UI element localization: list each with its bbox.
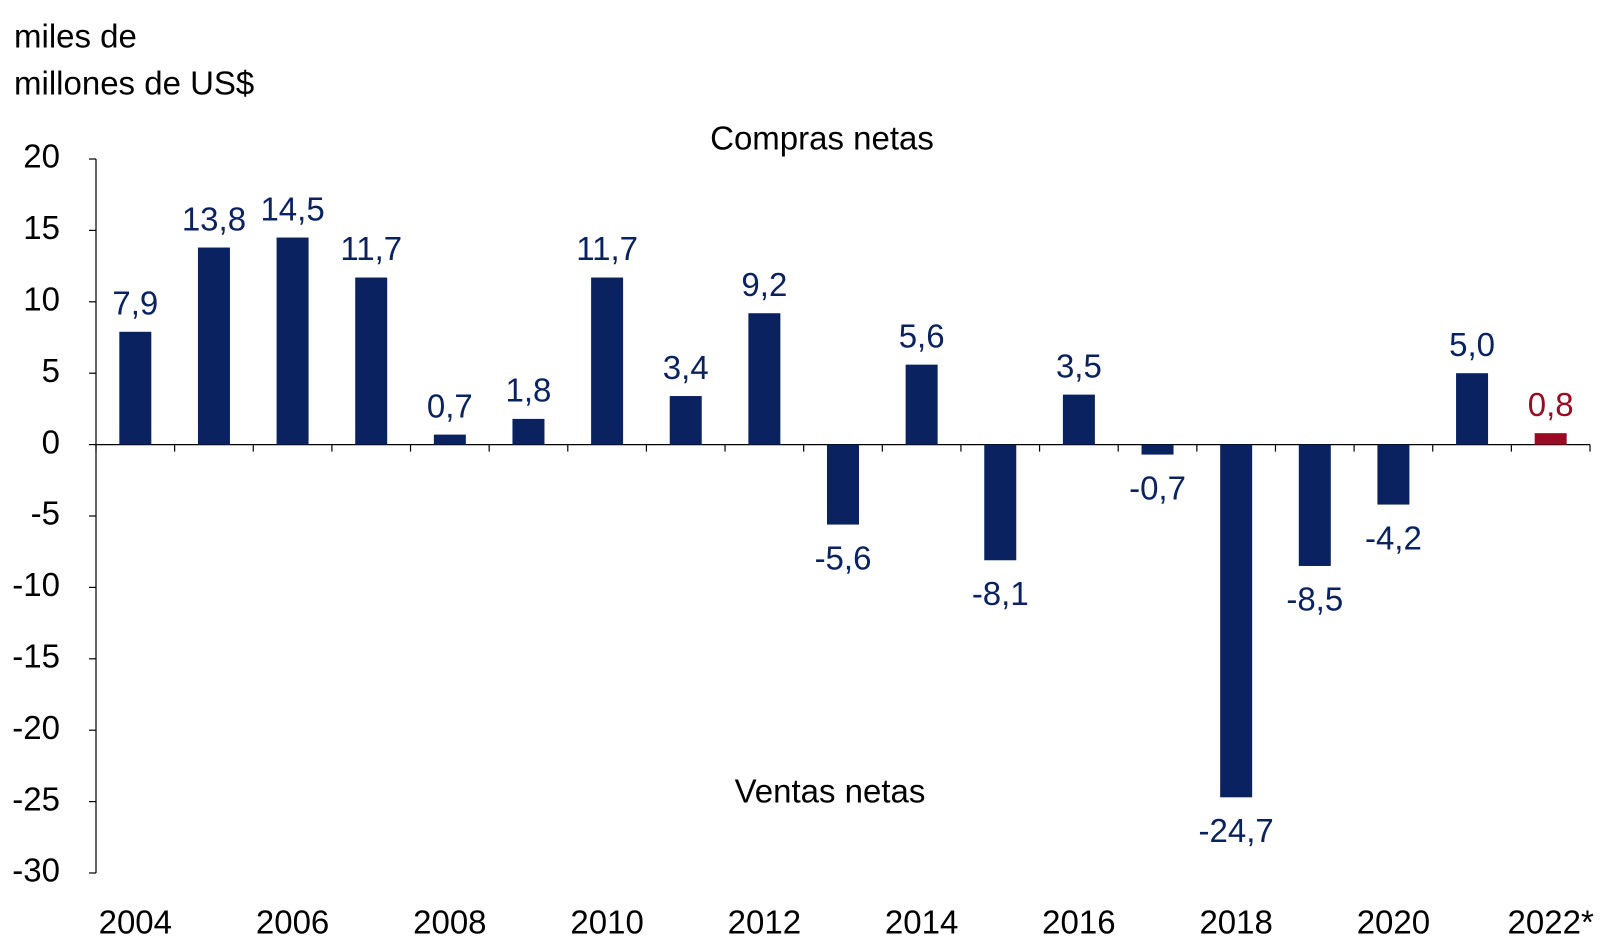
bar xyxy=(119,331,152,445)
y-axis-label: millones de US$ xyxy=(14,65,254,102)
x-tick-label: 2018 xyxy=(1199,904,1272,941)
x-tick-label: 2020 xyxy=(1357,904,1430,941)
bar xyxy=(1141,444,1174,455)
bar xyxy=(1534,433,1567,445)
y-tick-label: -30 xyxy=(12,852,60,889)
bar xyxy=(1298,444,1331,566)
bar xyxy=(433,434,466,445)
x-tick-label: 2014 xyxy=(885,904,958,941)
annotation: Compras netas xyxy=(710,120,934,157)
y-tick-label: 15 xyxy=(23,209,60,246)
x-tick-label: 2006 xyxy=(256,904,329,941)
bar xyxy=(197,247,230,445)
y-axis-label: miles de xyxy=(14,18,137,55)
x-tick-label: 2022* xyxy=(1508,904,1594,941)
data-label: 0,7 xyxy=(427,387,473,424)
bar xyxy=(905,364,938,445)
data-label: 0,8 xyxy=(1528,386,1574,423)
bar xyxy=(512,418,545,445)
bar xyxy=(591,277,624,445)
data-label: -8,1 xyxy=(972,575,1029,612)
data-label: 3,4 xyxy=(663,349,709,386)
bar xyxy=(1062,394,1095,445)
data-label: 1,8 xyxy=(506,372,552,409)
y-tick-label: 5 xyxy=(42,352,60,389)
data-label: -4,2 xyxy=(1365,519,1422,556)
bar xyxy=(1456,373,1489,445)
y-tick-label: 20 xyxy=(23,138,60,175)
bar xyxy=(984,444,1017,561)
x-tick-label: 2010 xyxy=(570,904,643,941)
data-label: 11,7 xyxy=(576,230,638,267)
annotation: Ventas netas xyxy=(735,773,926,810)
data-label: 11,7 xyxy=(340,230,402,267)
data-label: -0,7 xyxy=(1129,469,1186,506)
bar xyxy=(827,444,859,525)
bar xyxy=(669,396,702,445)
y-tick-label: -10 xyxy=(12,566,60,603)
bar xyxy=(276,237,309,445)
y-tick-label: -15 xyxy=(12,638,60,675)
data-label: -8,5 xyxy=(1286,581,1343,618)
data-label: 5,6 xyxy=(899,317,945,354)
y-tick-label: -25 xyxy=(12,780,60,817)
data-label: -24,7 xyxy=(1199,812,1274,849)
y-tick-label: 10 xyxy=(23,281,60,318)
x-tick-label: 2004 xyxy=(99,904,172,941)
bar xyxy=(748,313,781,445)
x-tick-label: 2012 xyxy=(728,904,801,941)
bar xyxy=(355,277,388,445)
data-label: 13,8 xyxy=(182,200,246,237)
data-label: 3,5 xyxy=(1056,347,1102,384)
data-label: 14,5 xyxy=(260,190,324,227)
data-label: 5,0 xyxy=(1449,326,1495,363)
data-label: 7,9 xyxy=(112,285,158,322)
bar xyxy=(1377,444,1410,505)
x-tick-label: 2008 xyxy=(413,904,486,941)
y-tick-label: 0 xyxy=(42,423,60,460)
x-tick-label: 2016 xyxy=(1042,904,1115,941)
y-tick-label: -20 xyxy=(12,709,60,746)
y-tick-label: -5 xyxy=(31,495,60,532)
bar xyxy=(1220,444,1253,798)
data-label: 9,2 xyxy=(741,266,787,303)
data-label: -5,6 xyxy=(815,539,872,576)
